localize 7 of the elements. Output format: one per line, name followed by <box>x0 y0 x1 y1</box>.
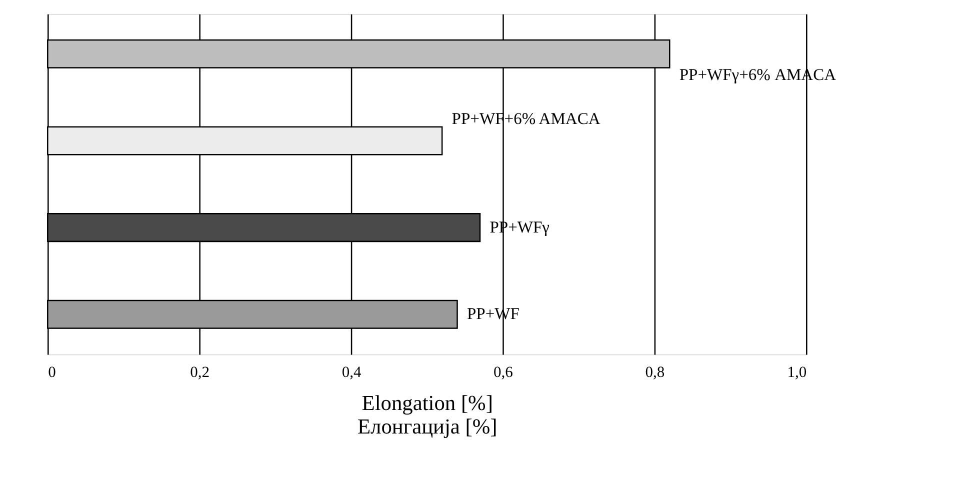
x-axis-title: Elongation [%] Елонгација [%] <box>357 391 498 439</box>
x-tick-label: 0,8 <box>645 364 665 382</box>
x-tick-label: 0,6 <box>494 364 514 382</box>
x-tick-label: 0 <box>48 364 56 382</box>
x-tick-label: 1,0 <box>787 364 807 382</box>
x-tick-label: 0,4 <box>342 364 362 382</box>
x-tick-label: 0,2 <box>190 364 210 382</box>
